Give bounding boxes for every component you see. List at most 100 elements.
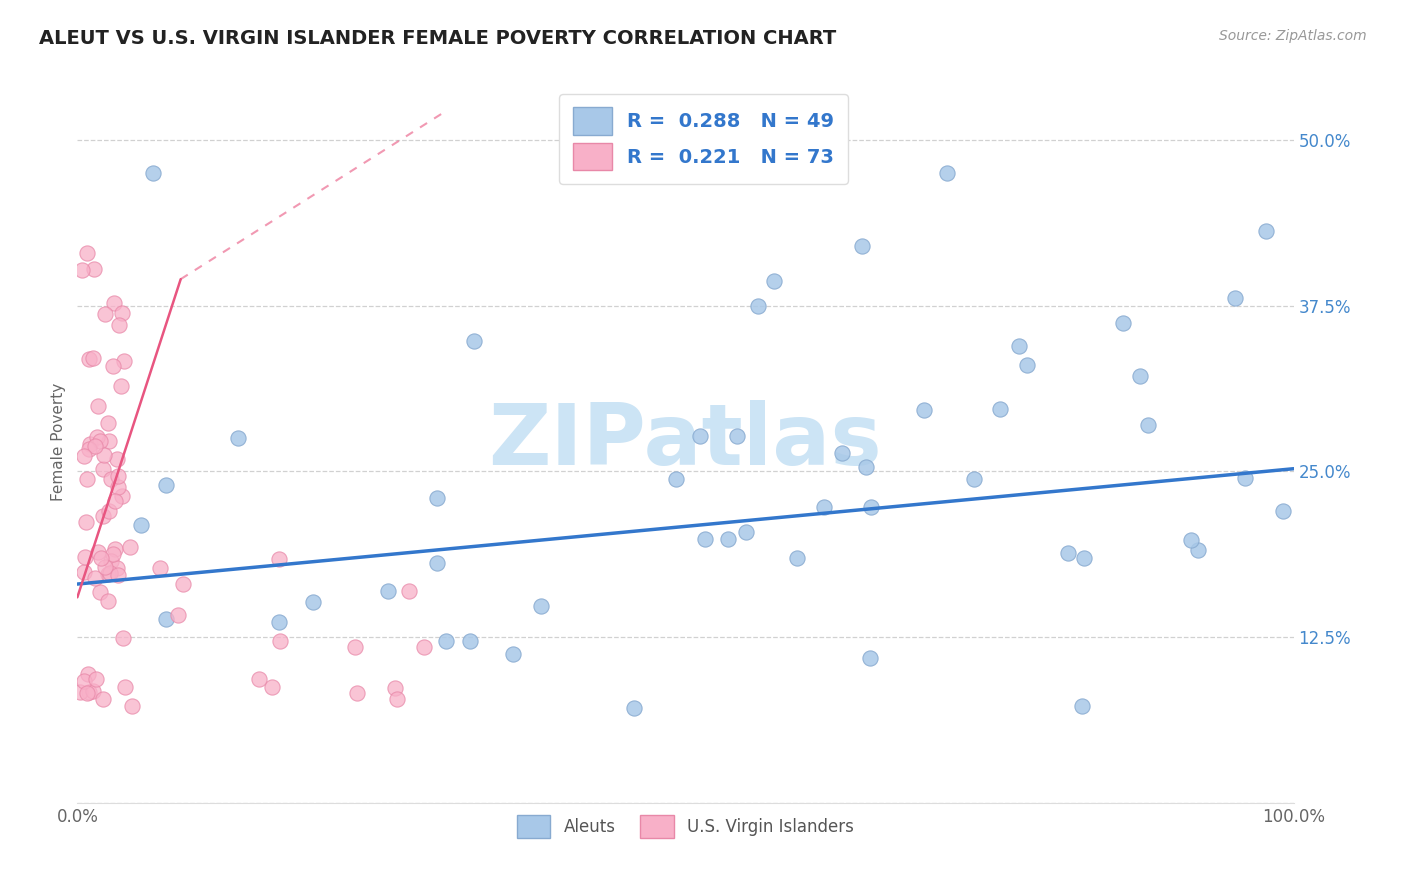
Point [269,552,291,566]
Point [167,607,190,622]
Point [763,274,786,288]
Text: ZIPatlas: ZIPatlas [488,400,883,483]
Point [988,401,1011,416]
Point [344,640,367,654]
Point [111,489,134,503]
Point [813,500,835,515]
Point [458,634,481,648]
Point [83,261,105,276]
Point [83,439,105,453]
Point [77,442,100,457]
Point [155,612,177,626]
Point [73,449,96,463]
Point [412,640,434,654]
Point [398,583,420,598]
Point [426,556,449,570]
Point [93,448,115,462]
Point [121,698,143,713]
Point [1272,504,1295,518]
Point [530,599,553,613]
Point [859,651,882,665]
Point [1112,316,1135,330]
Point [98,566,121,581]
Point [108,318,131,332]
Point [247,672,270,686]
Point [1008,339,1031,353]
Point [226,431,249,445]
Point [717,533,740,547]
Y-axis label: Female Poverty: Female Poverty [51,383,66,500]
Point [90,550,112,565]
Point [463,334,485,349]
Point [94,307,117,321]
Point [172,577,194,591]
Point [101,547,124,561]
Point [695,532,717,546]
Point [112,354,135,368]
Point [851,239,873,253]
Point [91,462,114,476]
Point [267,615,290,629]
Point [107,568,129,582]
Point [100,554,122,568]
Point [377,584,399,599]
Point [1187,542,1209,557]
Point [385,692,408,706]
Text: ALEUT VS U.S. VIRGIN ISLANDER FEMALE POVERTY CORRELATION CHART: ALEUT VS U.S. VIRGIN ISLANDER FEMALE POV… [39,29,837,47]
Point [76,667,98,681]
Point [79,351,101,366]
Point [100,471,122,485]
Point [912,403,935,417]
Legend: Aleuts, U.S. Virgin Islanders: Aleuts, U.S. Virgin Islanders [510,808,860,845]
Point [963,472,986,486]
Point [302,595,325,609]
Point [426,491,449,505]
Point [725,429,748,443]
Point [129,518,152,533]
Point [101,359,124,373]
Point [105,451,128,466]
Point [114,680,136,694]
Point [96,594,118,608]
Point [1071,698,1094,713]
Point [105,561,128,575]
Point [76,245,98,260]
Point [1136,417,1159,432]
Point [1057,546,1080,560]
Point [82,351,104,365]
Point [1073,551,1095,566]
Point [786,551,808,566]
Point [434,633,457,648]
Point [87,545,110,559]
Point [69,685,91,699]
Point [1233,471,1256,485]
Point [142,166,165,180]
Point [1254,224,1277,238]
Point [107,480,129,494]
Point [1129,368,1152,383]
Point [104,541,127,556]
Point [103,296,125,310]
Point [70,262,93,277]
Point [269,634,291,648]
Point [935,166,957,180]
Point [83,571,105,585]
Point [623,701,645,715]
Point [97,416,120,430]
Point [112,632,135,646]
Point [89,434,111,448]
Point [104,493,127,508]
Point [97,504,120,518]
Point [118,541,141,555]
Point [107,468,129,483]
Point [262,680,284,694]
Point [855,460,877,475]
Point [93,691,115,706]
Point [1015,358,1038,372]
Point [76,686,98,700]
Point [665,472,688,486]
Point [149,561,172,575]
Point [346,686,368,700]
Point [155,477,177,491]
Point [747,299,769,313]
